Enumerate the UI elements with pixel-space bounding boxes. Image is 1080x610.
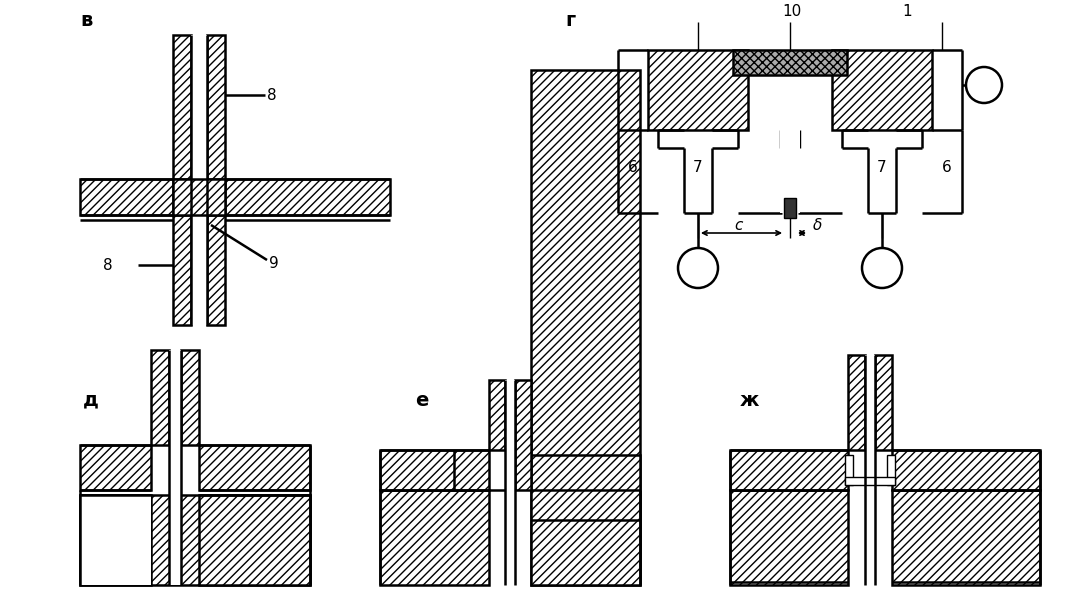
Text: δ: δ bbox=[813, 218, 822, 232]
Text: 6: 6 bbox=[942, 160, 951, 176]
Bar bbox=[733, 50, 847, 75]
Bar bbox=[380, 490, 489, 585]
Bar bbox=[199, 445, 310, 490]
Circle shape bbox=[678, 248, 718, 288]
Text: 7: 7 bbox=[877, 160, 887, 176]
Bar bbox=[173, 215, 191, 325]
Text: 9: 9 bbox=[269, 256, 279, 270]
Bar bbox=[892, 450, 1040, 490]
Bar bbox=[515, 380, 531, 490]
Bar bbox=[892, 490, 1040, 585]
Bar bbox=[780, 130, 800, 213]
Text: е: е bbox=[415, 390, 429, 409]
Bar bbox=[168, 350, 181, 585]
Text: с: с bbox=[734, 218, 742, 232]
Bar bbox=[173, 35, 191, 179]
Text: 8: 8 bbox=[267, 87, 276, 102]
Bar bbox=[845, 477, 895, 485]
Bar bbox=[848, 355, 865, 450]
Bar bbox=[730, 450, 848, 490]
Text: в: в bbox=[80, 10, 93, 29]
Bar bbox=[80, 495, 310, 585]
Text: 7: 7 bbox=[693, 160, 703, 176]
Bar bbox=[730, 490, 848, 585]
Bar bbox=[80, 445, 151, 490]
Bar bbox=[173, 179, 225, 215]
Bar bbox=[80, 495, 151, 585]
Text: ж: ж bbox=[740, 390, 759, 409]
Bar bbox=[380, 450, 489, 490]
Bar bbox=[784, 198, 796, 218]
Bar bbox=[80, 179, 173, 215]
Bar bbox=[207, 35, 225, 179]
Bar bbox=[181, 350, 199, 445]
Bar bbox=[225, 179, 390, 215]
Bar bbox=[191, 35, 207, 325]
Text: 1: 1 bbox=[902, 4, 912, 20]
Circle shape bbox=[966, 67, 1002, 103]
Text: д: д bbox=[83, 390, 99, 409]
Bar bbox=[887, 455, 895, 485]
Circle shape bbox=[862, 248, 902, 288]
Bar bbox=[151, 350, 168, 445]
Text: 8: 8 bbox=[104, 257, 112, 273]
Bar bbox=[505, 380, 515, 585]
Text: 10: 10 bbox=[782, 4, 801, 20]
Bar bbox=[199, 495, 310, 585]
Bar bbox=[489, 380, 505, 450]
Bar bbox=[865, 355, 875, 585]
Text: г: г bbox=[565, 10, 576, 29]
Bar bbox=[531, 455, 640, 585]
Text: 6: 6 bbox=[629, 160, 638, 176]
Bar bbox=[531, 70, 640, 585]
Bar bbox=[875, 355, 892, 450]
Bar bbox=[207, 215, 225, 325]
Bar bbox=[832, 50, 932, 130]
Bar bbox=[648, 50, 748, 130]
Bar bbox=[80, 495, 151, 585]
Bar bbox=[845, 455, 853, 485]
